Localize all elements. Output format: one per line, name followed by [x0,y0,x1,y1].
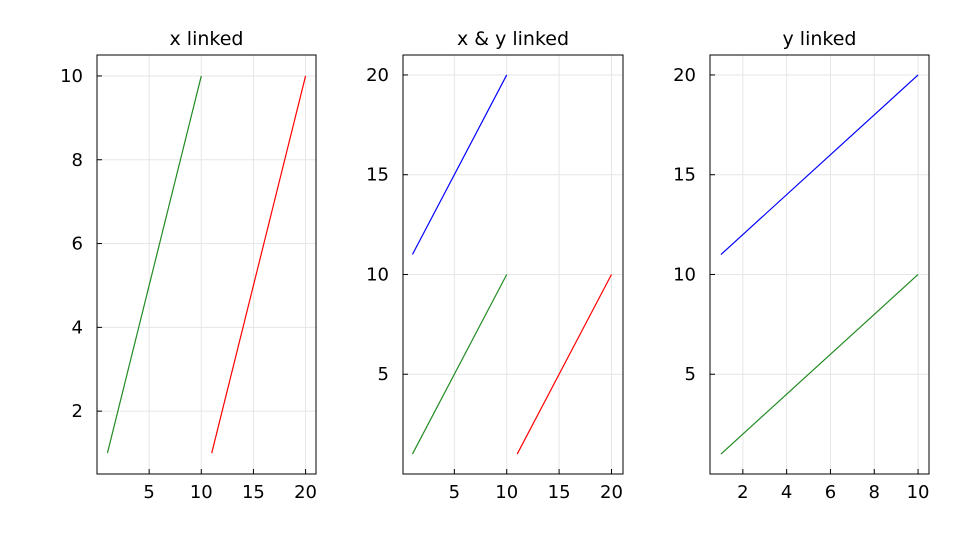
y-tick-label: 4 [72,317,83,338]
y-tick-label: 5 [685,364,696,385]
y-tick-label: 8 [72,150,83,171]
series-line-2 [720,274,919,455]
plot-frame [96,54,317,475]
x-tick-label: 4 [781,482,792,503]
x-tick-label: 10 [495,482,518,503]
y-tick-label: 10 [366,264,389,285]
y-tick-label: 10 [60,66,83,87]
series-line-2 [211,75,307,454]
x-tick-label: 2 [737,482,748,503]
chart-panel-1: 5 10 15 20 2 4 6 8 10 x linked [60,28,317,503]
x-tick-label: 10 [907,482,930,503]
y-tick-label: 5 [378,364,389,385]
y-tick-label: 20 [673,65,696,86]
x-tick-label: 6 [825,482,836,503]
x-tick-label: 20 [600,482,623,503]
plot-frame [402,54,624,475]
x-tick-label: 8 [869,482,880,503]
plot-frame [709,54,930,475]
y-tick-label: 20 [366,65,389,86]
y-tick-label: 2 [72,401,83,422]
chart-title: y linked [783,28,857,50]
y-tick-label: 15 [673,165,696,186]
series-line-1 [720,74,919,255]
x-tick-label: 15 [548,482,571,503]
x-tick-label: 15 [242,482,265,503]
x-tick-label: 20 [294,482,317,503]
chart-panel-3: 2 4 6 8 10 5 10 15 20 y linked [673,28,929,503]
series-line-1 [106,75,202,454]
x-tick-label: 10 [190,482,213,503]
y-tick-label: 10 [673,264,696,285]
chart-panel-2: 5 10 15 20 5 10 15 20 x & y linked [366,28,624,503]
x-tick-label: 5 [143,482,154,503]
series-line-1 [411,74,508,255]
y-tick-label: 6 [72,234,83,255]
y-tick-label: 15 [366,165,389,186]
chart-title: x & y linked [457,28,569,50]
x-tick-label: 5 [449,482,460,503]
series-line-2 [411,274,508,455]
chart-title: x linked [170,28,244,50]
series-line-3 [516,274,613,455]
